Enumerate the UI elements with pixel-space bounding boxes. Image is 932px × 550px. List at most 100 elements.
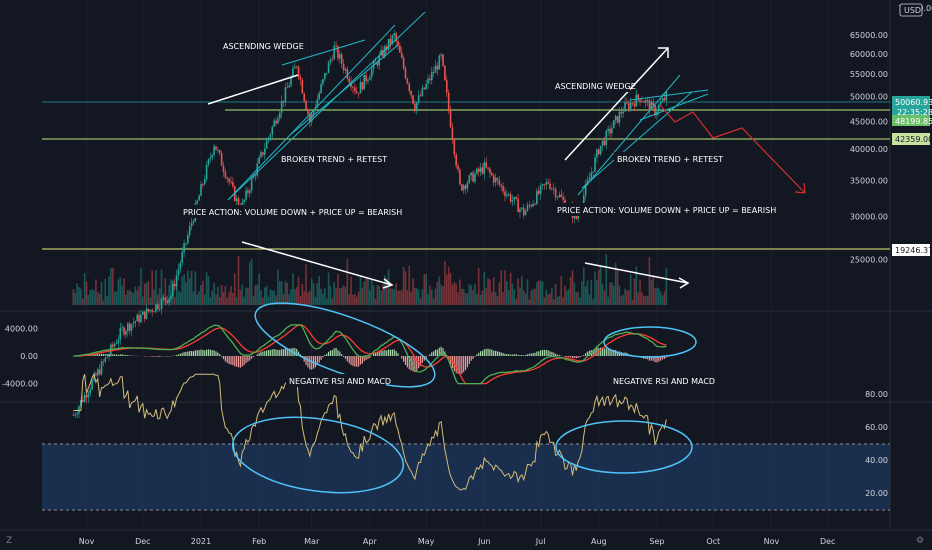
candle-body[interactable]	[203, 179, 206, 185]
candle-body[interactable]	[202, 184, 204, 185]
candle-body[interactable]	[213, 146, 215, 155]
candle-body[interactable]	[278, 112, 281, 119]
candle-body[interactable]	[659, 101, 662, 105]
candle-body[interactable]	[143, 311, 146, 319]
candle-body[interactable]	[616, 116, 619, 123]
candle-body[interactable]	[96, 369, 99, 376]
candle-body[interactable]	[138, 314, 140, 323]
candle-body[interactable]	[344, 68, 347, 71]
price-marker-48199[interactable]: 48199.85	[892, 115, 932, 126]
candle-body[interactable]	[113, 343, 116, 347]
candle-body[interactable]	[269, 134, 272, 138]
candle-body[interactable]	[250, 178, 253, 191]
candle-body[interactable]	[312, 110, 315, 114]
candle-body[interactable]	[243, 199, 245, 203]
candle-body[interactable]	[215, 146, 217, 151]
candle-body[interactable]	[391, 35, 394, 44]
candle-body[interactable]	[440, 54, 442, 56]
candle-body[interactable]	[541, 184, 544, 186]
candle-body[interactable]	[419, 95, 422, 97]
candle-body[interactable]	[455, 154, 457, 166]
candle-body[interactable]	[76, 413, 78, 415]
candle-body[interactable]	[320, 84, 322, 94]
candle-body[interactable]	[275, 120, 277, 124]
candle-body[interactable]	[89, 389, 92, 394]
candle-body[interactable]	[271, 126, 274, 135]
candle-body[interactable]	[502, 186, 504, 192]
candle-body[interactable]	[489, 168, 491, 173]
candle-body[interactable]	[123, 327, 125, 335]
candle-body[interactable]	[85, 394, 88, 398]
candle-body[interactable]	[331, 59, 334, 61]
candle-body[interactable]	[179, 262, 182, 270]
candle-body[interactable]	[582, 195, 585, 207]
candle-body[interactable]	[547, 182, 549, 184]
candle-body[interactable]	[453, 139, 456, 155]
candle-body[interactable]	[474, 174, 476, 182]
candle-body[interactable]	[432, 72, 435, 73]
candle-body[interactable]	[185, 242, 187, 244]
candle-body[interactable]	[644, 99, 647, 103]
candle-body[interactable]	[237, 198, 240, 209]
annotation-price-action-2[interactable]: PRICE ACTION: VOLUME DOWN + PRICE UP = B…	[554, 203, 776, 216]
candle-body[interactable]	[228, 178, 230, 182]
candle-body[interactable]	[140, 314, 142, 323]
candle-body[interactable]	[479, 167, 482, 172]
candle-body[interactable]	[384, 46, 386, 57]
candle-body[interactable]	[519, 208, 521, 213]
candle-body[interactable]	[83, 394, 86, 402]
candle-body[interactable]	[87, 393, 90, 398]
candle-body[interactable]	[126, 323, 129, 331]
candle-body[interactable]	[181, 252, 184, 263]
candle-body[interactable]	[188, 226, 191, 235]
candle-body[interactable]	[196, 200, 199, 204]
candle-body[interactable]	[603, 140, 606, 146]
timezone-icon[interactable]: Z	[6, 536, 12, 546]
candle-body[interactable]	[408, 83, 411, 91]
candle-body[interactable]	[277, 118, 279, 124]
candle-body[interactable]	[376, 61, 379, 66]
candle-body[interactable]	[382, 49, 384, 57]
candle-body[interactable]	[626, 102, 628, 104]
candle-body[interactable]	[102, 361, 105, 363]
candle-body[interactable]	[170, 295, 172, 299]
candle-body[interactable]	[305, 100, 307, 110]
candle-body[interactable]	[663, 98, 666, 101]
annotation-ascending-wedge-2[interactable]: ASCENDING WEDGE	[552, 79, 636, 92]
candle-body[interactable]	[247, 190, 249, 193]
candle-body[interactable]	[147, 308, 150, 312]
candle-body[interactable]	[545, 182, 548, 185]
candle-body[interactable]	[111, 344, 114, 347]
candle-body[interactable]	[410, 90, 412, 96]
candle-body[interactable]	[590, 172, 593, 178]
candle-body[interactable]	[526, 204, 529, 211]
candle-body[interactable]	[504, 191, 506, 196]
candle-body[interactable]	[500, 184, 503, 187]
candle-body[interactable]	[487, 167, 489, 169]
candle-body[interactable]	[389, 38, 392, 44]
candle-body[interactable]	[226, 177, 229, 179]
candle-body[interactable]	[517, 198, 519, 213]
candle-body[interactable]	[491, 172, 493, 176]
candle-body[interactable]	[629, 102, 632, 109]
candle-body[interactable]	[412, 95, 414, 104]
candle-body[interactable]	[404, 68, 407, 79]
candle-body[interactable]	[485, 162, 487, 168]
annotation-ascending-wedge-1[interactable]: ASCENDING WEDGE	[220, 39, 304, 52]
candle-body[interactable]	[524, 210, 527, 216]
candle-body[interactable]	[339, 54, 341, 59]
annotation-broken-trend-2[interactable]: BROKEN TREND + RETEST	[614, 152, 724, 165]
candle-body[interactable]	[470, 172, 472, 176]
candle-body[interactable]	[95, 373, 97, 376]
candle-body[interactable]	[457, 165, 459, 170]
candle-body[interactable]	[596, 149, 598, 158]
candle-body[interactable]	[187, 234, 189, 243]
candle-body[interactable]	[515, 196, 518, 199]
candle-body[interactable]	[612, 120, 615, 129]
candle-body[interactable]	[198, 195, 200, 201]
candle-body[interactable]	[635, 94, 638, 107]
candle-body[interactable]	[444, 65, 446, 81]
candle-body[interactable]	[263, 148, 266, 155]
candle-body[interactable]	[425, 83, 427, 90]
